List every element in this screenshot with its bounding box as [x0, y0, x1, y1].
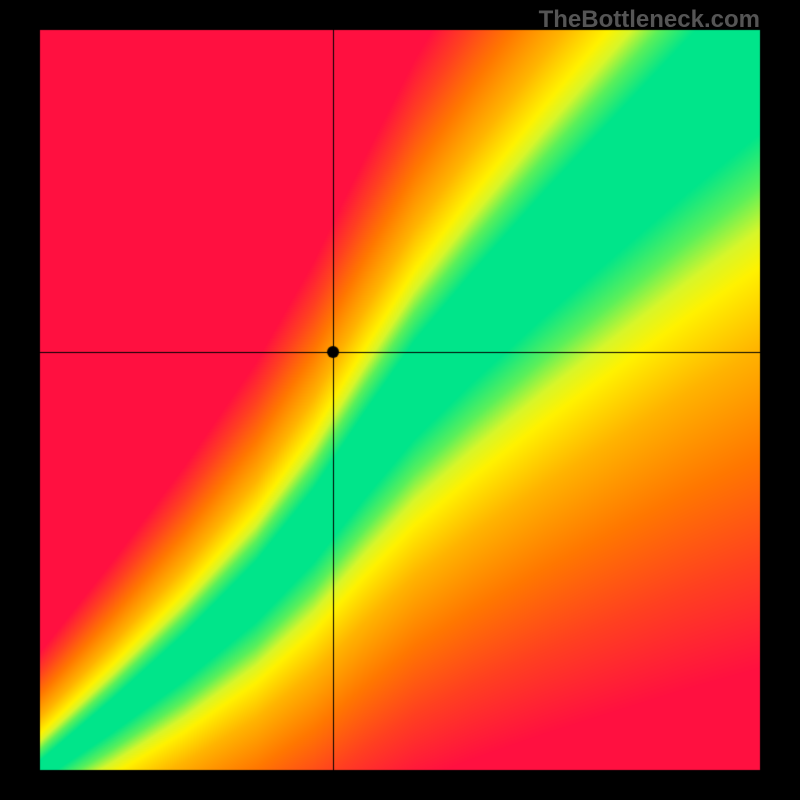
bottleneck-heatmap	[0, 0, 800, 800]
source-watermark: TheBottleneck.com	[539, 6, 760, 34]
